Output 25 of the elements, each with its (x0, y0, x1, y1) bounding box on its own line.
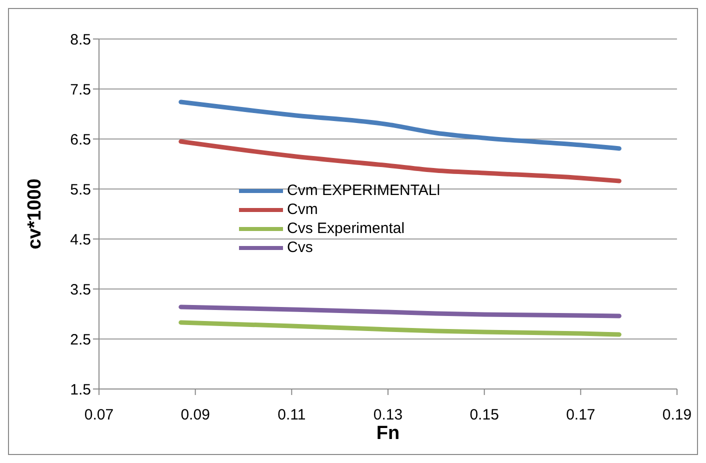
x-tick-label: 0.11 (278, 406, 306, 424)
y-tick-label: 2.5 (70, 331, 91, 348)
x-tick-label: 0.15 (470, 406, 499, 424)
x-tick-label: 0.13 (373, 406, 403, 424)
line-series (178, 320, 622, 337)
line-series (178, 139, 622, 184)
y-tick-label: 1.5 (70, 381, 91, 398)
y-axis-title: cv*1000 (24, 178, 46, 250)
x-tick-label: 0.17 (566, 406, 596, 424)
legend-label: Cvs (287, 238, 313, 257)
y-tick-label: 4.5 (70, 231, 91, 248)
x-tick-label: 0.07 (84, 406, 114, 424)
y-tick-label: 7.5 (70, 81, 91, 98)
x-tick-label: 0.09 (180, 406, 210, 424)
line-series (178, 100, 622, 151)
y-tick-label: 6.5 (70, 131, 91, 148)
legend-label: Cvm EXPERIMENTALl (287, 181, 440, 200)
x-tick-label: 0.19 (662, 406, 692, 424)
line-series (178, 304, 622, 318)
y-tick-label: 3.5 (70, 281, 91, 298)
legend-label: Cvs Experimental (287, 219, 405, 238)
y-tick-label: 5.5 (70, 181, 91, 198)
legend-label: Cvm (287, 200, 318, 219)
x-axis-title: Fn (376, 423, 400, 444)
y-tick-label: 8.5 (70, 31, 91, 48)
